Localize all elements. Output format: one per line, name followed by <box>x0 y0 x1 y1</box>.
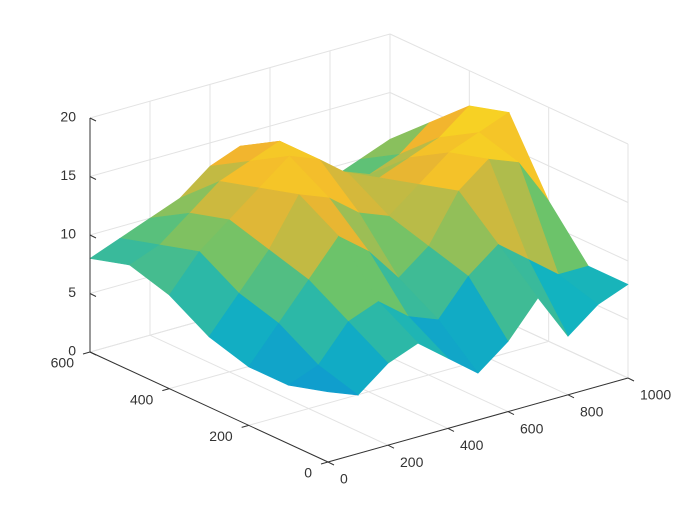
y-tick <box>162 388 170 392</box>
z-tick-label: 5 <box>68 284 76 300</box>
x-axis <box>327 377 629 463</box>
x-tick-label: 1000 <box>640 387 671 403</box>
y-tick-label: 0 <box>304 465 312 481</box>
x-tick <box>507 411 515 416</box>
z-tick <box>89 176 97 180</box>
y-tick <box>241 424 249 428</box>
z-tick <box>89 117 97 122</box>
z-tick-label: 0 <box>68 343 76 359</box>
y-axis <box>89 351 329 463</box>
surface-patch <box>287 364 360 396</box>
x-tick-label: 800 <box>580 404 604 420</box>
z-tick-label: 10 <box>60 226 76 242</box>
z-tick <box>89 234 97 239</box>
x-tick <box>387 444 395 449</box>
y-tick <box>82 351 91 355</box>
z-tick <box>89 293 97 297</box>
z-tick-label: 20 <box>60 109 76 125</box>
z-tick-label: 15 <box>60 167 76 183</box>
x-tick <box>447 427 455 432</box>
x-tick <box>327 461 335 466</box>
grid-line <box>89 92 391 177</box>
x-tick-label: 400 <box>460 437 484 453</box>
z-tick <box>89 351 97 356</box>
grid-line <box>89 33 391 119</box>
x-tick-label: 0 <box>340 471 348 487</box>
x-tick-label: 600 <box>520 420 544 436</box>
grid-line <box>149 334 389 446</box>
grid-line <box>389 33 629 145</box>
grid-line <box>248 340 549 426</box>
x-tick <box>567 394 575 399</box>
y-tick-label: 600 <box>51 355 75 371</box>
y-tick <box>320 461 329 465</box>
x-tick-label: 200 <box>400 454 424 470</box>
y-tick-label: 200 <box>209 428 233 444</box>
x-tick <box>627 377 635 382</box>
y-tick-label: 400 <box>130 391 154 407</box>
